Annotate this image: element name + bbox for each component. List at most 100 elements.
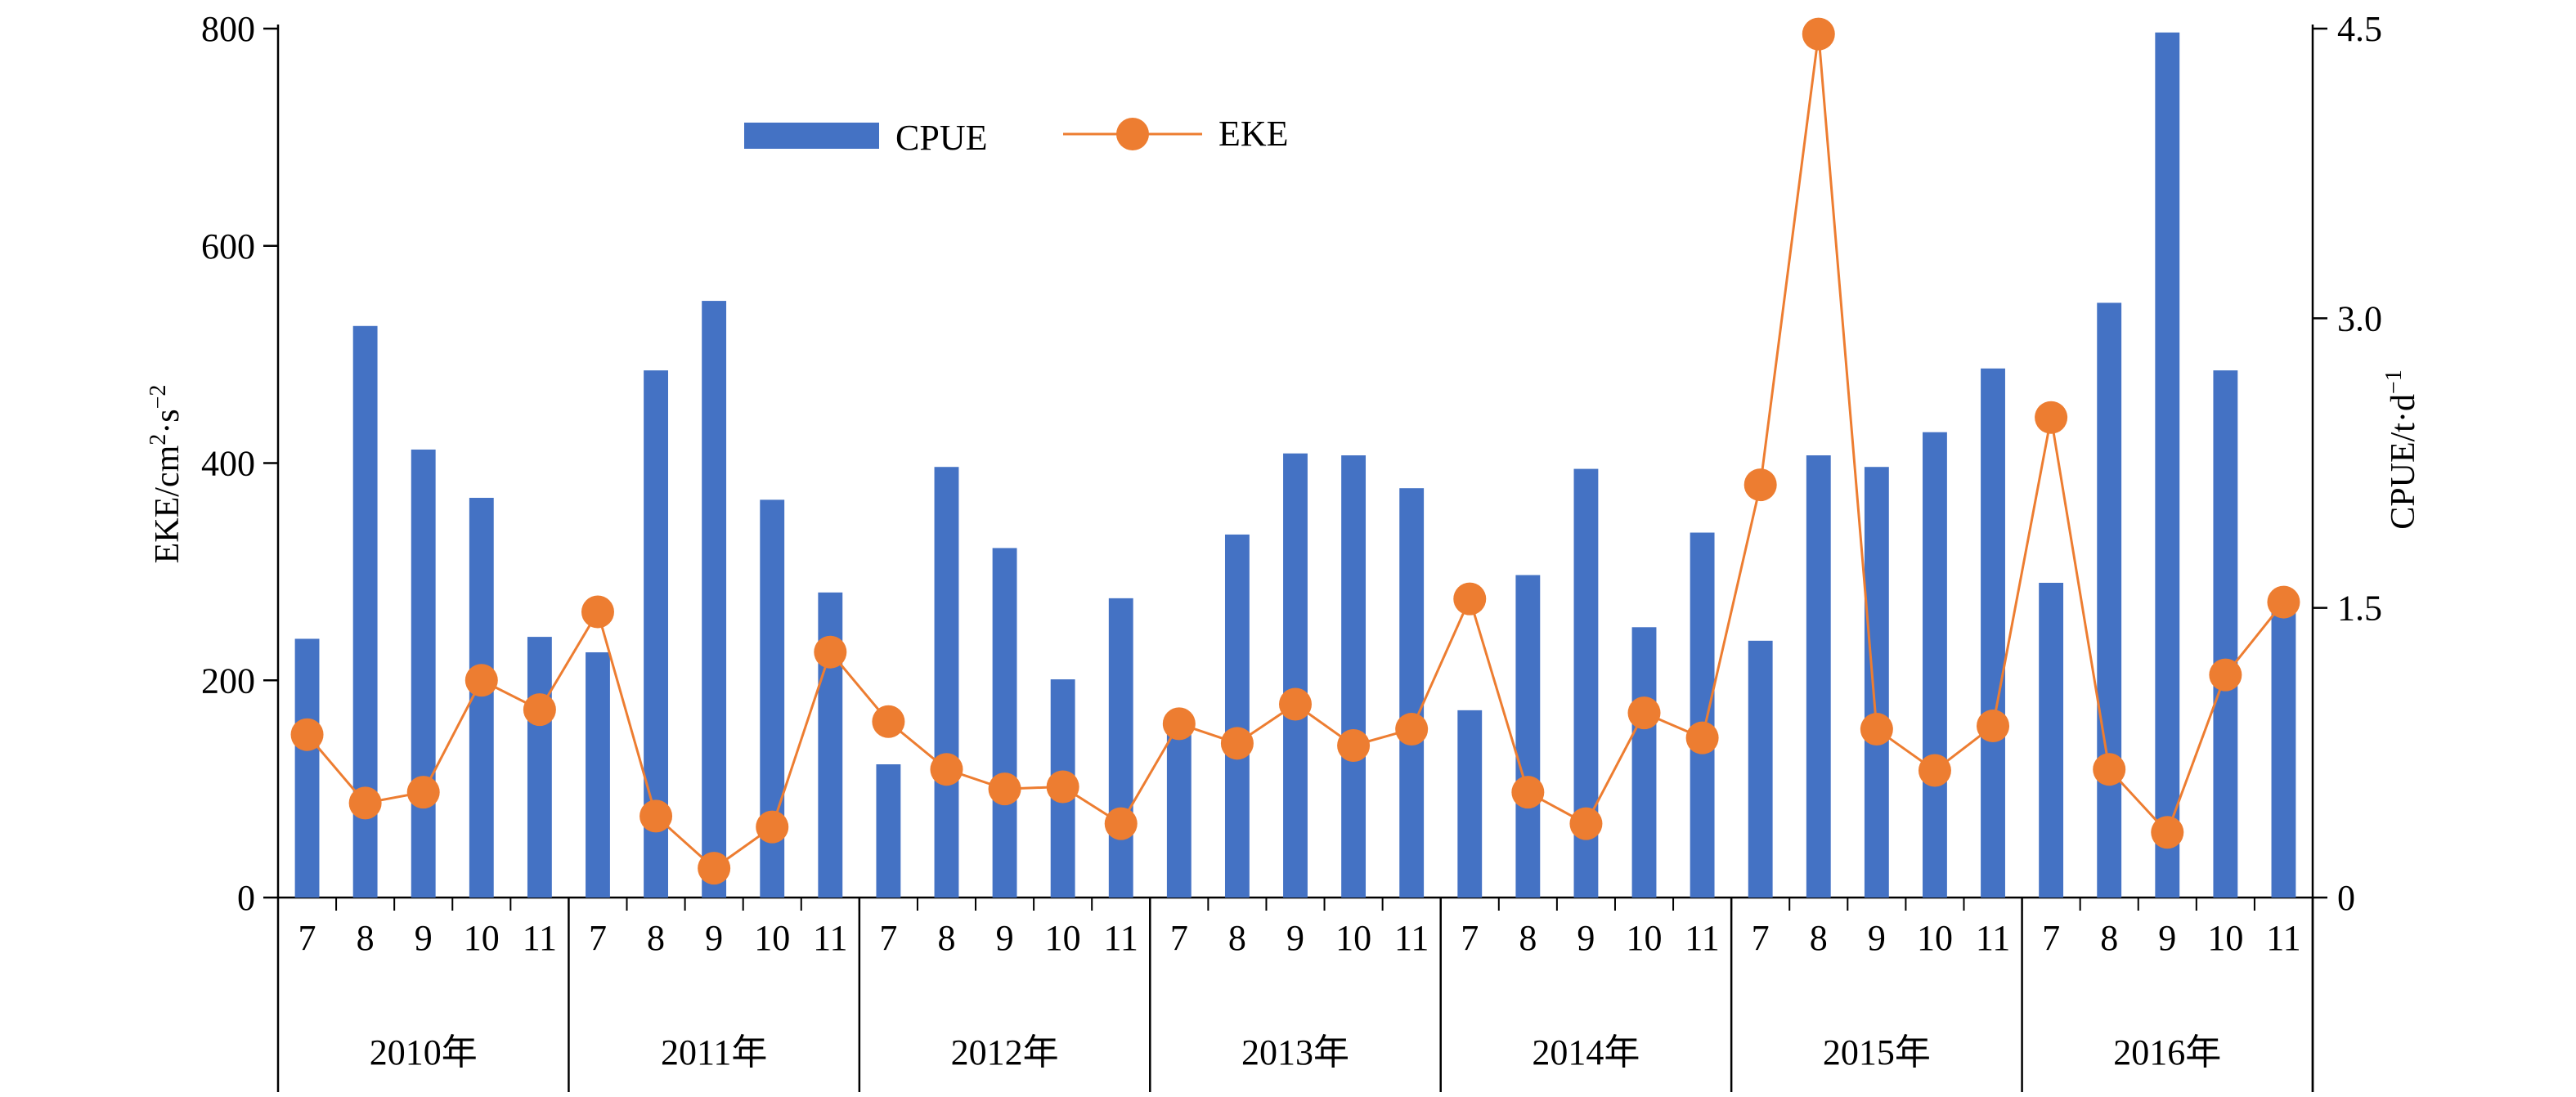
eke-point — [1860, 713, 1893, 746]
month-tick-label: 10 — [464, 918, 500, 958]
eke-point — [872, 705, 905, 738]
right-tick-label: 0 — [2337, 878, 2355, 918]
cpue-bar — [527, 637, 552, 898]
month-tick-label: 9 — [2158, 918, 2176, 958]
month-tick-label: 8 — [1228, 918, 1246, 958]
month-tick-label: 7 — [298, 918, 316, 958]
eke-point — [1627, 696, 1661, 730]
year-label: 2010年 — [370, 1032, 478, 1072]
month-tick-label: 11 — [2266, 918, 2300, 958]
cpue-bar — [1864, 467, 1889, 898]
legend-cpue-label: CPUE — [895, 118, 987, 158]
right-tick-label: 4.5 — [2337, 9, 2382, 49]
eke-point — [2035, 401, 2068, 434]
month-tick-label: 11 — [1976, 918, 2010, 958]
month-tick-label: 10 — [754, 918, 790, 958]
eke-point — [2209, 658, 2242, 692]
eke-point — [1802, 17, 1835, 51]
left-tick-label: 600 — [201, 226, 255, 266]
year-label: 2016年 — [2113, 1032, 2221, 1072]
month-tick-label: 8 — [357, 918, 375, 958]
eke-point — [698, 852, 731, 885]
month-tick-label: 10 — [1917, 918, 1953, 958]
month-tick-label: 10 — [1045, 918, 1081, 958]
month-tick-label: 9 — [996, 918, 1014, 958]
month-tick-label: 10 — [1335, 918, 1371, 958]
eke-point — [1220, 727, 1254, 760]
cpue-bar — [1981, 368, 2005, 898]
right-axis-title: CPUE/t·d−1 — [2381, 369, 2422, 529]
eke-point — [1279, 687, 1312, 721]
eke-point — [406, 776, 440, 809]
cpue-bar — [2097, 302, 2122, 898]
eke-point — [290, 718, 324, 751]
eke-point — [1685, 721, 1719, 754]
eke-point — [1162, 707, 1196, 741]
cpue-bar — [2213, 370, 2238, 898]
month-tick-label: 7 — [879, 918, 897, 958]
cpue-bar — [1690, 532, 1715, 898]
eke-point — [1395, 713, 1429, 746]
year-label: 2014年 — [1532, 1032, 1640, 1072]
month-tick-label: 11 — [1394, 918, 1429, 958]
cpue-bar — [294, 638, 320, 898]
eke-point — [1569, 807, 1603, 840]
eke-point — [1104, 807, 1138, 840]
cpue-bar — [586, 651, 610, 898]
right-tick-label: 1.5 — [2337, 589, 2382, 629]
cpue-bar — [1108, 598, 1133, 898]
legend: CPUE EKE — [744, 114, 1289, 158]
cpue-bar — [2039, 582, 2064, 898]
left-tick-label: 400 — [201, 444, 255, 484]
cpue-bar — [1224, 534, 1250, 898]
cpue-bar — [1283, 453, 1308, 898]
left-tick-label: 0 — [237, 878, 255, 918]
eke-point — [2093, 753, 2126, 786]
month-tick-label: 9 — [415, 918, 433, 958]
left-axis-title: EKE/cm2·s−2 — [146, 385, 186, 564]
legend-eke-marker — [1116, 118, 1149, 150]
cpue-bar — [1166, 719, 1192, 898]
cpue-bars — [294, 32, 2296, 898]
month-tick-label: 7 — [1752, 918, 1770, 958]
month-tick-label: 9 — [1868, 918, 1886, 958]
cpue-bar — [1399, 488, 1425, 898]
eke-point — [581, 595, 614, 629]
year-label: 2013年 — [1241, 1032, 1349, 1072]
eke-point — [1918, 754, 1951, 787]
eke-point — [348, 786, 382, 820]
cpue-bar — [2271, 603, 2296, 898]
cpue-bar — [1923, 432, 1947, 898]
legend-eke-label: EKE — [1218, 114, 1289, 154]
eke-point — [930, 753, 963, 786]
eke-point — [464, 664, 498, 697]
cpue-bar — [411, 449, 436, 898]
eke-points — [290, 17, 2300, 885]
eke-point — [1744, 468, 1777, 502]
eke-point — [523, 693, 556, 727]
cpue-bar — [1457, 710, 1483, 898]
right-tick-label: 3.0 — [2337, 298, 2382, 338]
eke-point — [2151, 816, 2184, 849]
cpue-bar — [1631, 627, 1657, 898]
month-tick-label: 7 — [589, 918, 607, 958]
month-tick-label: 7 — [1461, 918, 1479, 958]
month-tick-label: 8 — [1519, 918, 1537, 958]
month-tick-label: 8 — [937, 918, 955, 958]
eke-point — [1337, 728, 1371, 762]
month-tick-label: 9 — [1577, 918, 1595, 958]
cpue-bar — [1341, 455, 1367, 898]
year-label: 2011年 — [661, 1032, 767, 1072]
eke-point — [640, 799, 673, 833]
month-tick-label: 10 — [2207, 918, 2243, 958]
cpue-bar — [992, 548, 1017, 898]
cpue-bar — [934, 467, 959, 898]
month-tick-label: 8 — [647, 918, 665, 958]
eke-point — [1453, 582, 1487, 616]
eke-point — [1046, 770, 1079, 804]
month-tick-label: 11 — [1104, 918, 1138, 958]
cpue-bar — [2155, 32, 2180, 898]
month-tick-label: 10 — [1627, 918, 1663, 958]
cpue-bar — [876, 764, 901, 898]
